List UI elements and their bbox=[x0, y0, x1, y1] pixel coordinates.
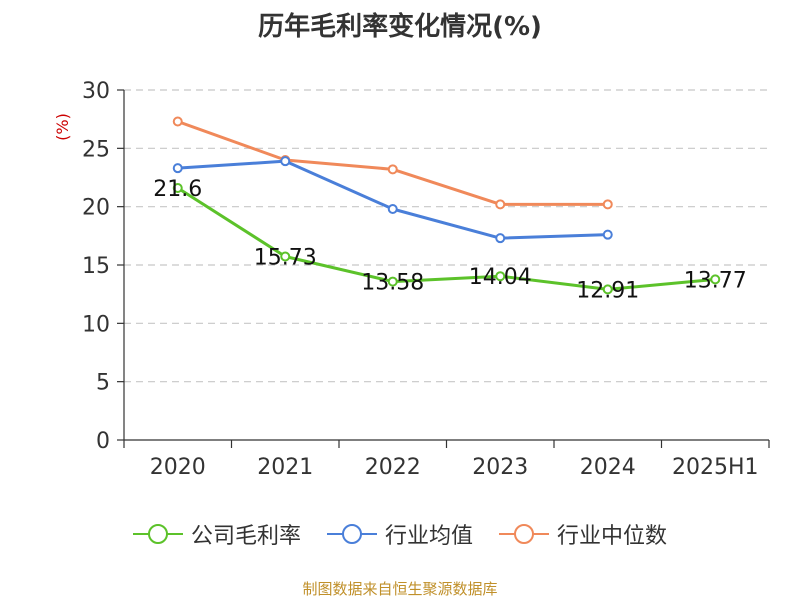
legend-item[interactable]: 行业中位数 bbox=[499, 518, 667, 550]
y-tick-label: 0 bbox=[96, 429, 110, 454]
data-point bbox=[387, 204, 398, 214]
y-tick-label: 5 bbox=[96, 371, 110, 396]
y-tick-label: 30 bbox=[82, 79, 110, 104]
data-point bbox=[172, 183, 183, 193]
data-point bbox=[172, 163, 183, 174]
data-point bbox=[495, 233, 506, 244]
y-tick-label: 10 bbox=[82, 312, 110, 337]
data-point bbox=[602, 284, 613, 295]
data-point bbox=[280, 251, 291, 262]
legend-swatch bbox=[132, 524, 183, 544]
data-label: 13.77 bbox=[684, 268, 747, 293]
x-tick-label: 2020 bbox=[150, 455, 206, 480]
chart-title: 历年毛利率变化情况(%) bbox=[258, 12, 542, 42]
legend-swatch bbox=[499, 524, 549, 544]
legend-item[interactable]: 公司毛利率 bbox=[132, 518, 301, 550]
grid-lines bbox=[124, 89, 769, 383]
data-point bbox=[495, 199, 506, 210]
data-point bbox=[495, 271, 506, 282]
legend-label: 行业中位数 bbox=[557, 524, 668, 549]
y-axis-title: (%) bbox=[53, 113, 72, 141]
data-label: 21.6 bbox=[153, 177, 202, 202]
x-tick-label: 2024 bbox=[580, 455, 636, 480]
data-label: 12.91 bbox=[576, 278, 639, 303]
source-note: 制图数据来自恒生聚源数据库 bbox=[302, 580, 498, 598]
series-line bbox=[176, 186, 716, 291]
data-point bbox=[172, 116, 183, 127]
legend-label: 行业均值 bbox=[384, 524, 473, 549]
legend-label: 公司毛利率 bbox=[190, 524, 301, 549]
data-point bbox=[387, 164, 398, 175]
series-lines bbox=[172, 116, 721, 295]
y-tick-label: 20 bbox=[82, 196, 110, 221]
legend: 公司毛利率 行业均值 行业中位数 bbox=[0, 518, 800, 550]
data-labels: 21.6 15.73 13.58 14.04 12.91 13.77 bbox=[153, 177, 746, 303]
data-point bbox=[387, 276, 398, 287]
data-label: 14.04 bbox=[469, 265, 532, 290]
data-point bbox=[710, 274, 721, 285]
y-tick-label: 25 bbox=[82, 137, 110, 162]
data-label: 15.73 bbox=[254, 245, 317, 270]
y-tick-label: 15 bbox=[82, 254, 110, 279]
x-tick-label: 2022 bbox=[365, 455, 421, 480]
legend-swatch bbox=[326, 524, 377, 544]
x-tick-label: 2025H1 bbox=[672, 455, 759, 480]
legend-item[interactable]: 行业均值 bbox=[326, 518, 473, 550]
data-point bbox=[602, 229, 613, 240]
x-tick-label: 2023 bbox=[472, 455, 528, 480]
axes: 0 5 10 15 20 25 30 (%) 2020 2021 2022 2023 2024 2025H… bbox=[53, 79, 770, 480]
x-tick-label: 2021 bbox=[257, 455, 313, 480]
data-point bbox=[602, 199, 613, 210]
data-label: 13.58 bbox=[361, 271, 424, 296]
data-point bbox=[280, 156, 291, 167]
